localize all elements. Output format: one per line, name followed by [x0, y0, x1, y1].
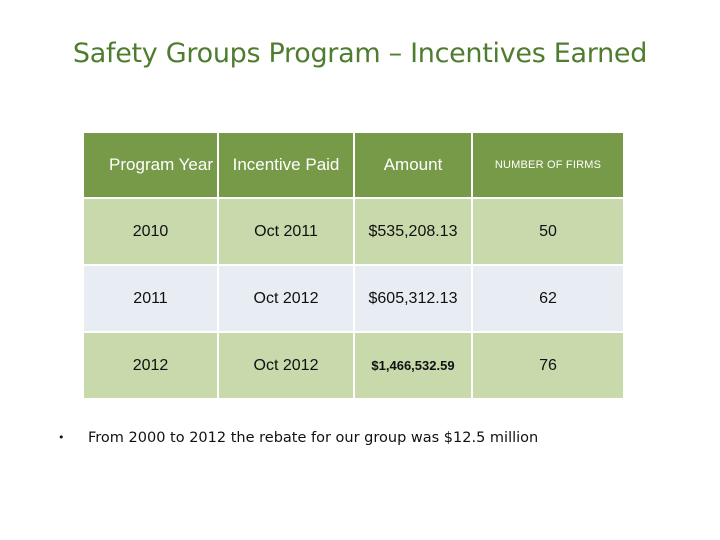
header-amount: Amount	[354, 133, 473, 199]
cell-incentive-paid: Oct 2012	[218, 332, 355, 400]
table-row: 2011 Oct 2012 $605,312.13 62	[84, 265, 625, 333]
header-number-of-firms: NUMBER OF FIRMS	[472, 133, 625, 199]
table-row: 2010 Oct 2011 $535,208.13 50	[84, 198, 625, 266]
cell-number-of-firms: 50	[472, 198, 625, 266]
header-program-year: Program Year	[84, 133, 219, 199]
page-title: Safety Groups Program – Incentives Earne…	[72, 38, 648, 69]
cell-amount: $535,208.13	[354, 198, 473, 266]
cell-program-year: 2010	[84, 198, 219, 266]
cell-program-year: 2011	[84, 265, 219, 333]
bullet-icon: •	[58, 431, 65, 444]
table-header-row: Program Year Incentive Paid Amount NUMBE…	[84, 133, 625, 199]
cell-incentive-paid: Oct 2012	[218, 265, 355, 333]
cell-program-year: 2012	[84, 332, 219, 400]
incentives-table: Program Year Incentive Paid Amount NUMBE…	[84, 133, 625, 400]
summary-text: From 2000 to 2012 the rebate for our gro…	[88, 430, 539, 446]
table-row: 2012 Oct 2012 $1,466,532.59 76	[84, 332, 625, 400]
cell-amount: $1,466,532.59	[354, 332, 473, 400]
header-incentive-paid: Incentive Paid	[218, 133, 355, 199]
cell-number-of-firms: 62	[472, 265, 625, 333]
cell-incentive-paid: Oct 2011	[218, 198, 355, 266]
cell-amount: $605,312.13	[354, 265, 473, 333]
cell-number-of-firms: 76	[472, 332, 625, 400]
